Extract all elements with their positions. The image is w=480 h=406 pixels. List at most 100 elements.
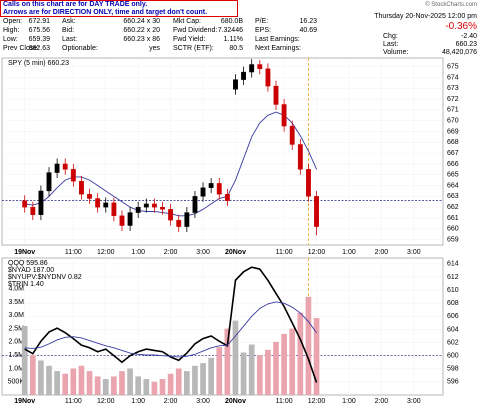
stat-label: Prev Close: bbox=[3, 45, 40, 52]
x-tick-label: 1:00 bbox=[342, 249, 356, 256]
x-tick-label: 2:00 bbox=[164, 398, 178, 405]
x-tick-label: 19Nov bbox=[14, 249, 35, 256]
candle-body bbox=[151, 203, 157, 208]
stat-label: Next Earnings: bbox=[255, 45, 301, 52]
candle-body bbox=[273, 85, 279, 105]
candle-body bbox=[306, 169, 311, 197]
stat-value: 660.23 x 86 bbox=[123, 36, 160, 43]
x-tick-label: 12:00 bbox=[308, 249, 326, 256]
y-tick-label: 604 bbox=[447, 326, 459, 333]
notice: Calls on this chart are for DAY TRADE on… bbox=[0, 0, 238, 17]
candle-body bbox=[111, 202, 117, 217]
y-tick-label: 614 bbox=[447, 261, 459, 268]
volume-bar bbox=[21, 325, 28, 395]
volume-bar bbox=[248, 344, 255, 395]
y-tick-label: 674 bbox=[447, 74, 459, 81]
stat-label: Low: bbox=[3, 36, 18, 43]
stat-label: Fwd Dividend: bbox=[173, 27, 218, 34]
stat-label: Ask: bbox=[62, 18, 76, 25]
y2-tick-label: 3.0M bbox=[8, 312, 24, 319]
x-tick-label: 3:00 bbox=[407, 398, 421, 405]
candle-body bbox=[87, 193, 92, 199]
notice-line: Arrows are for DIRECTION ONLY, time and … bbox=[3, 9, 208, 16]
candle-body bbox=[38, 190, 44, 215]
candle-body bbox=[224, 193, 230, 201]
price-line bbox=[24, 266, 318, 383]
candle-body bbox=[135, 206, 141, 213]
stat-label: Last: bbox=[383, 41, 399, 48]
volume-bar bbox=[183, 371, 190, 395]
candle-body bbox=[176, 219, 182, 227]
volume-bar bbox=[135, 376, 142, 395]
stat-value: yes bbox=[149, 45, 160, 52]
candle-body bbox=[314, 196, 319, 227]
volume-bar bbox=[208, 357, 214, 395]
volume-bar bbox=[38, 360, 44, 395]
stat-label: P/E: bbox=[255, 18, 269, 25]
legend: $NYUPV:$NYDNV 0.82 bbox=[8, 274, 82, 281]
y-tick-label: 606 bbox=[447, 313, 459, 320]
volume-bar bbox=[167, 373, 174, 395]
y-tick-label: 600 bbox=[447, 353, 459, 360]
notice-line: Calls on this chart are for DAY TRADE on… bbox=[3, 1, 148, 8]
x-tick-label: 20Nov bbox=[225, 398, 246, 405]
candle-body bbox=[103, 202, 109, 208]
stat-value: 660.23 bbox=[455, 41, 477, 48]
candle-body bbox=[143, 203, 149, 208]
y-tick-label: 608 bbox=[447, 300, 459, 307]
x-tick-label: 11:00 bbox=[276, 398, 293, 405]
y-tick-label: 664 bbox=[447, 182, 459, 189]
y-tick-label: 675 bbox=[447, 63, 459, 70]
volume-bar bbox=[281, 333, 287, 395]
legend: $TRIN 1.40 bbox=[8, 281, 44, 288]
volume-bar bbox=[111, 376, 117, 395]
y2-tick-label: 4.0M bbox=[8, 286, 24, 293]
y-tick-label: 665 bbox=[447, 172, 459, 179]
volume-bar bbox=[232, 320, 239, 395]
y-tick-label: 672 bbox=[447, 96, 459, 103]
y-tick-label: 670 bbox=[447, 118, 459, 125]
y-tick-label: 602 bbox=[447, 339, 459, 346]
stat-label: Last: bbox=[62, 36, 78, 43]
stat-label: Chg: bbox=[383, 33, 398, 40]
y2-tick-label: 3.5M bbox=[8, 299, 24, 306]
stat-value: 80.5 bbox=[229, 45, 243, 52]
candle-body bbox=[297, 144, 303, 170]
y-tick-label: 612 bbox=[447, 274, 459, 281]
candle-body bbox=[168, 209, 174, 221]
stat-label: Fwd Yield: bbox=[173, 36, 206, 43]
volume-bar bbox=[127, 368, 133, 395]
y2-tick-label: 2.0M bbox=[8, 339, 24, 346]
candle-body bbox=[46, 172, 52, 192]
volume-bar bbox=[29, 355, 36, 395]
volume-bar bbox=[78, 365, 85, 395]
volume-bar bbox=[143, 379, 150, 395]
y-tick-label: 663 bbox=[447, 193, 459, 200]
volume-bar bbox=[200, 363, 206, 395]
x-tick-label: 2:00 bbox=[375, 398, 389, 405]
x-tick-label: 1:00 bbox=[131, 398, 145, 405]
candle-body bbox=[70, 169, 76, 182]
volume-bar bbox=[192, 365, 198, 395]
watermark: © StockCharts.com bbox=[425, 2, 477, 8]
y-tick-label: 669 bbox=[447, 128, 459, 135]
x-tick-label: 1:00 bbox=[131, 249, 145, 256]
candle-body bbox=[289, 125, 295, 145]
volume-bar bbox=[256, 355, 263, 395]
candle-body bbox=[281, 104, 287, 127]
stat-label: EPS: bbox=[255, 27, 271, 34]
y-tick-label: 610 bbox=[447, 287, 459, 294]
volume-bar bbox=[224, 328, 231, 395]
x-tick-label: 20Nov bbox=[225, 249, 246, 256]
y2-tick-label: 1.0M bbox=[8, 365, 24, 372]
y-tick-label: 668 bbox=[447, 139, 459, 146]
legend: $NYAD 187.00 bbox=[8, 267, 54, 274]
date: Thursday 20-Nov-2025 12:00 pm bbox=[374, 13, 477, 20]
candle-body bbox=[22, 200, 28, 208]
y-tick-label: 661 bbox=[447, 215, 459, 222]
y2-tick-label: 2.5M bbox=[8, 325, 24, 332]
x-tick-label: 12:00 bbox=[97, 398, 115, 405]
volume-bar bbox=[273, 341, 279, 395]
